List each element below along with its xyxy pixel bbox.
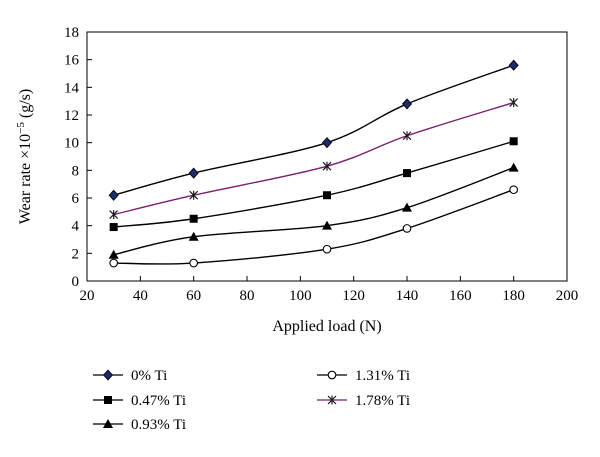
data-point-0-ti — [401, 98, 413, 110]
y-tick-label: 2 — [72, 246, 80, 262]
y-tick-label: 4 — [72, 219, 80, 235]
data-point-0-ti — [108, 189, 119, 201]
series-layer — [108, 59, 519, 268]
x-tick-label: 160 — [449, 288, 472, 304]
data-point-1-78-ti — [109, 210, 119, 220]
x-tick-label: 60 — [186, 288, 201, 304]
legend-label: 0% Ti — [131, 368, 167, 384]
series-0-47-ti — [109, 137, 518, 232]
y-tick-label: 0 — [72, 274, 80, 290]
data-point-1-31-ti — [109, 258, 119, 268]
x-tick-label: 180 — [502, 288, 525, 304]
y-tick-label: 16 — [64, 53, 80, 69]
legend-item-1-31-ti: 1.31% Ti — [317, 368, 410, 384]
legend-label: 0.47% Ti — [131, 393, 186, 409]
legend-marker — [102, 369, 114, 381]
data-point-1-78-ti — [402, 131, 412, 141]
data-point-0-93-ti — [402, 202, 412, 212]
legend-item-0-ti: 0% Ti — [93, 368, 167, 384]
plot-frame — [86, 31, 568, 282]
series-line-0-47-ti — [113, 140, 514, 228]
data-point-0-93-ti — [508, 162, 519, 172]
legend-item-1-78-ti: 1.78% Ti — [317, 393, 410, 409]
x-tick-label: 80 — [240, 288, 255, 304]
y-tick-label: 8 — [72, 163, 80, 179]
y-axis-ticks: 0 2 4 6 8 10 12 14 16 18 — [64, 25, 92, 290]
legend-label: 1.78% Ti — [355, 393, 410, 409]
x-tick-label: 200 — [556, 288, 579, 304]
data-point-0-47-ti — [109, 223, 118, 232]
x-tick-label: 120 — [342, 288, 365, 304]
data-point-1-31-ti — [189, 258, 199, 268]
series-0-ti — [108, 59, 519, 201]
x-tick-label: 20 — [80, 288, 95, 304]
data-point-0-ti — [321, 137, 333, 149]
x-tick-label: 140 — [396, 288, 419, 304]
plot-border — [86, 31, 568, 282]
legend-marker — [327, 395, 337, 405]
legend-item-0-93-ti: 0.93% Ti — [93, 417, 186, 433]
data-point-1-31-ti — [402, 224, 412, 233]
data-point-1-78-ti — [322, 161, 332, 171]
y-tick-label: 12 — [64, 108, 79, 124]
legend-item-0-47-ti: 0.47% Ti — [93, 393, 186, 409]
data-point-0-47-ti — [403, 169, 411, 178]
y-tick-label: 18 — [64, 25, 79, 41]
series-1-78-ti — [109, 98, 519, 220]
legend-marker — [104, 396, 112, 404]
y-tick-label: 10 — [64, 136, 79, 152]
data-point-0-47-ti — [509, 137, 518, 146]
legend-label: 0.93% Ti — [131, 417, 186, 433]
data-point-0-ti — [508, 59, 519, 71]
y-tick-label: 6 — [72, 191, 80, 207]
axis-titles: Applied load (N) Wear rate ×10−5 (g/s) — [15, 89, 382, 335]
y-axis-title: Wear rate ×10−5 (g/s) — [15, 89, 34, 224]
series-line-0-93-ti — [113, 166, 514, 256]
x-axis-title: Applied load (N) — [272, 318, 381, 335]
data-point-0-93-ti — [322, 220, 332, 230]
series-line-0-ti — [113, 64, 514, 196]
legend-marker — [327, 370, 337, 380]
data-point-0-47-ti — [189, 214, 198, 223]
data-point-0-ti — [188, 167, 199, 179]
data-point-0-47-ti — [323, 191, 331, 200]
data-point-1-31-ti — [322, 244, 332, 254]
data-point-0-93-ti — [108, 249, 119, 259]
data-point-1-78-ti — [509, 98, 519, 108]
y-tick-label: 14 — [64, 80, 80, 96]
data-point-0-93-ti — [188, 231, 199, 241]
data-point-1-78-ti — [189, 190, 199, 200]
series-0-93-ti — [108, 162, 519, 259]
series-1-31-ti — [109, 185, 519, 268]
legend: 0% Ti 0.47% Ti 0.93% Ti 1.31% Ti 1.78% Ti — [93, 368, 410, 433]
x-axis-ticks: 20 40 60 80 100 120 140 160 180 200 — [80, 276, 579, 304]
legend-label: 1.31% Ti — [355, 368, 410, 384]
data-point-1-31-ti — [509, 185, 519, 195]
x-tick-label: 40 — [133, 288, 148, 304]
x-tick-label: 100 — [289, 288, 312, 304]
legend-marker — [103, 419, 113, 428]
